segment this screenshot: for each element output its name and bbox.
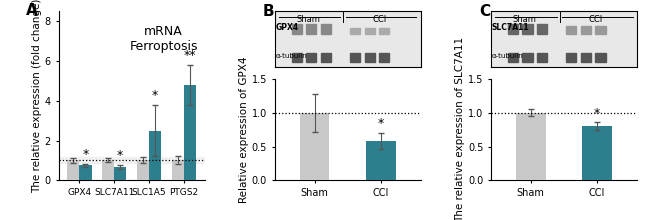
Bar: [595, 26, 606, 33]
Bar: [306, 24, 317, 33]
Bar: [306, 53, 317, 62]
Y-axis label: The relative expression of SLC7A11: The relative expression of SLC7A11: [455, 37, 465, 220]
Bar: [149, 131, 161, 180]
Text: *: *: [378, 117, 384, 130]
Bar: [58, 158, 205, 163]
Bar: [595, 53, 606, 62]
Text: α-tubulin: α-tubulin: [491, 53, 523, 59]
Bar: [582, 126, 612, 180]
Text: A: A: [27, 2, 38, 18]
Text: Sham: Sham: [513, 15, 536, 24]
Text: *: *: [83, 148, 88, 161]
Bar: [580, 26, 591, 33]
Y-axis label: The relative expression (fold change): The relative expression (fold change): [32, 0, 42, 193]
Text: mRNA
Ferroptosis: mRNA Ferroptosis: [129, 25, 198, 53]
Bar: [300, 113, 330, 180]
Bar: [566, 26, 577, 33]
Bar: [516, 113, 546, 180]
Bar: [320, 53, 331, 62]
Bar: [67, 160, 79, 180]
Text: **: **: [183, 49, 196, 62]
Bar: [379, 28, 389, 33]
Bar: [580, 53, 591, 62]
Bar: [365, 28, 375, 33]
Bar: [566, 53, 577, 62]
Bar: [320, 24, 331, 33]
Bar: [366, 141, 396, 180]
Bar: [291, 24, 302, 33]
Bar: [350, 53, 360, 62]
Text: *: *: [117, 149, 124, 162]
Text: Sham: Sham: [296, 15, 320, 24]
Bar: [136, 160, 149, 180]
Bar: [172, 160, 184, 180]
Bar: [102, 160, 114, 180]
Bar: [523, 53, 532, 62]
Text: CCI: CCI: [589, 15, 603, 24]
Bar: [508, 53, 518, 62]
Text: CCI: CCI: [372, 15, 387, 24]
Bar: [184, 85, 196, 180]
Bar: [523, 24, 532, 33]
Text: SLC7A11: SLC7A11: [491, 23, 529, 32]
Bar: [79, 165, 92, 180]
Bar: [537, 24, 547, 33]
Bar: [379, 53, 389, 62]
Bar: [291, 53, 302, 62]
Bar: [114, 167, 126, 180]
Bar: [350, 28, 360, 33]
Bar: [365, 53, 375, 62]
Text: *: *: [594, 107, 601, 120]
Text: B: B: [263, 4, 275, 19]
Text: α-tubulin: α-tubulin: [276, 53, 307, 59]
Text: GPX4: GPX4: [276, 23, 298, 32]
Y-axis label: Relative expression of GPX4: Relative expression of GPX4: [239, 57, 249, 203]
Bar: [537, 53, 547, 62]
Text: *: *: [152, 89, 158, 102]
Text: C: C: [479, 4, 490, 19]
Bar: [508, 24, 518, 33]
